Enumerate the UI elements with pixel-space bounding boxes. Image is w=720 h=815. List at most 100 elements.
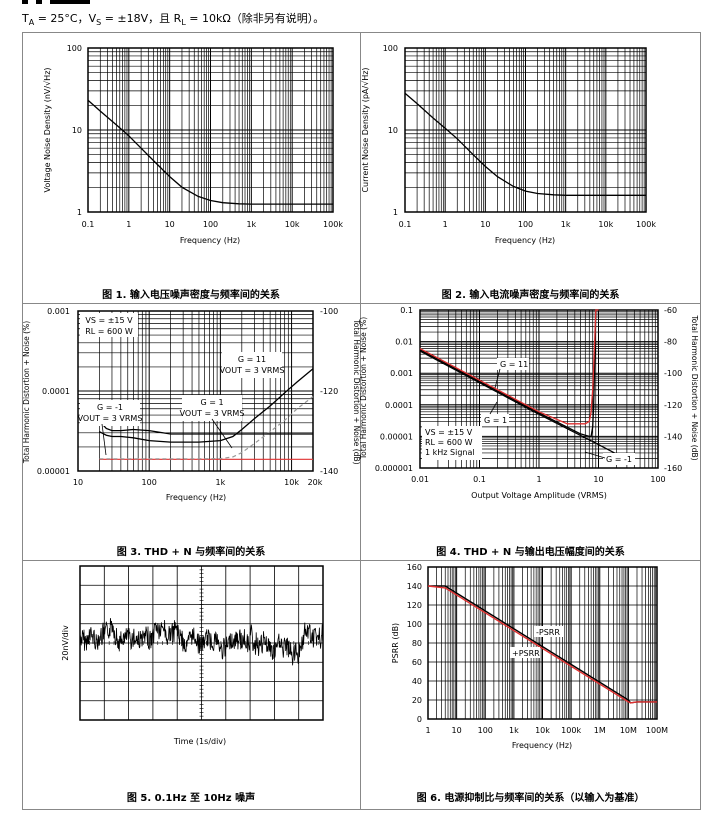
fig6-ytick: 120 [407,601,422,610]
fig2-ytick: 1 [393,208,398,217]
fig6-ytick: 0 [417,715,422,724]
fig3-ann-cond-line: VS = ±15 V [85,316,133,325]
fig4-ytick: 0.001 [390,369,413,378]
fig4-ann-cond-line: RL = 600 W [425,438,473,447]
fig2-xtick: 0.1 [399,220,412,229]
fig6-ytick: 20 [412,696,422,705]
fig3-xtick: 10 [73,478,83,487]
fig6-ann-neg-bg [534,626,564,637]
fig5-caption: 图 5. 0.1Hz 至 10Hz 噪声 [126,793,256,804]
fig4-ann-g11-line: G = 11 [500,360,528,369]
fig6-xtick: 100k [561,726,581,735]
fig6-ylabel: PSRR (dB) [391,623,400,663]
grid-divider-vertical [360,32,361,810]
fig1-xtick: 0.1 [82,220,95,229]
fig4-xtick: 0.01 [411,475,429,484]
fig6-ytick: 140 [407,582,422,591]
fig3-ann-gm1-bg [80,400,140,426]
fig3-xtick: 10k [284,478,299,487]
fig3-xlabel: Frequency (Hz) [166,493,226,502]
fig3-xtick: 100 [142,478,157,487]
fig6-ann-pos: +PSRR [512,649,540,658]
fig6-xlabel: Frequency (Hz) [512,741,572,750]
fig1-xtick: 100 [203,220,218,229]
fig4-ytick: 0.01 [395,338,413,347]
fig4-y2label: Total Harmonic Distortion + Noise (dB) [690,314,699,460]
fig3-ytick: 0.0001 [42,387,70,396]
fig1-ytick: 1 [77,208,82,217]
fig2-ytick: 100 [383,44,398,53]
fig6-ytick: 100 [407,620,422,629]
figure-grid-frame [22,32,701,810]
fig1-xtick: 100k [323,220,343,229]
fig4-xtick: 1 [536,475,541,484]
fig4-ann-cond-bg [422,426,482,460]
fig3-ann-g1-pointer [211,418,233,449]
fig3-ann-gm1-line: G = -1 [97,403,123,412]
fig6-ytick: 40 [412,677,422,686]
fig6-xtick: 1M [594,726,606,735]
grid-divider-row2 [22,560,701,561]
fig2-xtick: 1 [443,220,448,229]
fig4-xtick: 10 [593,475,603,484]
fig1-xtick: 10k [285,220,300,229]
fig4-xlabel: Output Voltage Amplitude (VRMS) [471,491,607,500]
fig4-xtick: 0.1 [473,475,486,484]
fig6-xtick: 1k [509,726,519,735]
fig1-noise-line [87,99,333,205]
fig4-ytick: 0.000001 [375,464,413,473]
fig4-y2tick: -100 [664,369,682,378]
fig4-ylabel: Total Harmonic Distortion + Noise (%) [359,317,368,460]
fig2-noise-line [404,92,646,196]
fig5-xlabel: Time (1s/div) [173,737,226,746]
fig6-xtick: 10 [452,726,462,735]
fig6-pos-psrr-line [427,585,657,704]
fig1-ytick: 100 [67,44,82,53]
fig4-ytick: 0.0001 [385,401,413,410]
fig3-ann-cond-bg [80,313,138,337]
fig6-ytick: 80 [412,639,422,648]
fig3-g11-line [99,368,314,443]
fig6-plot-border [427,566,658,720]
fig3-ann-g1-line: VOUT = 3 VRMS [180,409,245,418]
fig1-xtick: 10 [165,220,175,229]
fig3-ann-gm1-pointer [101,423,107,456]
fig4-ann-g1-pointer [489,401,498,415]
fig6-ann-neg: -PSRR [536,628,560,637]
fig4-ann-gm1-bg [603,453,635,465]
fig4-y2tick: -60 [664,306,677,315]
fig6-xtick: 10k [535,726,550,735]
fig3-y2label: Total Harmonic Distortion + Noise (dB) [352,318,361,464]
fig3-caption: 图 3. THD + N 与频率间的关系 [116,547,266,558]
grid-divider-row1 [22,303,701,304]
fig3-g1-line [99,396,314,460]
fig4-y2tick: -80 [664,338,677,347]
fig6-caption: 图 6. 电源抑制比与频率间的关系（以输入为基准） [416,793,645,804]
fig1-plot-border [87,47,334,213]
fig1-caption: 图 1. 输入电压噪声密度与频率间的关系 [102,290,280,301]
fig4-g1-line [419,309,599,438]
fig6-xtick: 100 [478,726,493,735]
fig1-ylabel: Voltage Noise Density (nV/√Hz) [43,67,52,192]
fig3-ann-cond-line: RL = 600 W [85,327,133,336]
fig3-gm1-line [98,420,313,435]
fig2-xtick: 10 [480,220,490,229]
fig2-xtick: 100 [518,220,533,229]
fig2-xtick: 1k [561,220,571,229]
fig2-xlabel: Frequency (Hz) [495,236,555,245]
fig1-ytick: 10 [72,126,82,135]
test-conditions: TA = 25°C，VS = ±18V，且 RL = 10kΩ（除非另有说明）。 [22,12,325,28]
fig4-ann-gm1-pointer [584,451,606,459]
fig1-xtick: 1 [126,220,131,229]
section-header-bar [22,0,322,5]
fig1-xtick: 1k [246,220,256,229]
fig3-xtick: 20k [308,478,323,487]
fig3-ylabel: Total Harmonic Distortion + Noise (%) [22,321,31,464]
fig4-ytick: 0.00001 [380,432,413,441]
fig5-noise-trace [79,618,324,666]
fig3-y2tick: -120 [320,387,338,396]
fig2-xtick: 10k [598,220,613,229]
fig4-ann-gm1-line: G = -1 [606,455,632,464]
fig3-plot-border [77,310,314,472]
